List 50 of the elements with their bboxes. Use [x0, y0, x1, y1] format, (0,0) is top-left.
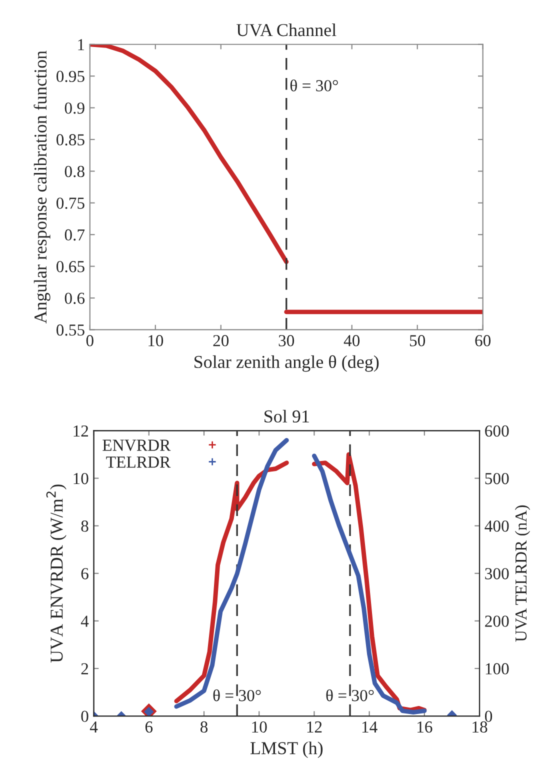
y-tick-label: 0.8 [64, 166, 84, 178]
x-tick-label: 14 [362, 721, 378, 732]
y-tick-label: 2 [81, 663, 88, 674]
x-tick-label: 6 [145, 721, 153, 733]
y-tick-label: 6 [81, 568, 88, 580]
y-tick-label: 0.85 [56, 134, 84, 146]
y2-tick-label: 0 [485, 710, 492, 722]
y-tick-label: 0.65 [56, 261, 84, 272]
y-tick-label: 0.55 [56, 324, 84, 336]
y2-tick-label: 200 [485, 616, 509, 627]
y2-tick-label: 400 [484, 520, 509, 532]
x-tick-label: 18 [472, 721, 488, 733]
x-axis-title: LMST (h) [250, 742, 323, 758]
y-tick-label: 0.9 [64, 102, 84, 114]
y2-tick-label: 600 [485, 425, 509, 437]
x-tick-label: 4 [90, 721, 98, 732]
y-tick-label: 0 [81, 710, 88, 722]
y-tick-label: 0.6 [64, 292, 85, 304]
x-tick-label: 20 [213, 335, 229, 346]
x-tick-label: 12 [307, 721, 322, 732]
y2-tick-label: 500 [485, 472, 509, 484]
y-tick-label: 0.7 [64, 229, 85, 241]
y2-tick-label: 100 [486, 663, 509, 674]
y-axis-title: UVA ENVRDR (W/m$^{2}$) [46, 484, 66, 663]
x-tick-label: 10 [148, 335, 164, 346]
x-axis-title: Solar zenith angle θ (deg) [194, 355, 379, 372]
x-tick-label: 16 [418, 721, 432, 733]
y-tick-label: 4 [80, 616, 89, 627]
legend-label: ENVRDR [102, 440, 171, 451]
x-tick-label: 50 [410, 335, 426, 346]
x-tick-label: 40 [344, 335, 360, 346]
y-tick-label: 0.95 [56, 70, 84, 82]
y-tick-label: 12 [74, 425, 88, 436]
y-axis-title: Angular response calibration function [34, 50, 50, 324]
x-tick-label: 60 [475, 335, 491, 346]
y2-axis-title: UVA TELRDR (nA) [514, 505, 530, 642]
x-tick-label: 8 [200, 721, 208, 733]
y-tick-label: 0.75 [56, 198, 84, 209]
y-tick-label: 8 [81, 520, 88, 532]
ref-line-label: θ = 30° [290, 80, 338, 92]
x-tick-label: 30 [278, 335, 294, 346]
y-tick-label: 10 [74, 472, 88, 484]
chart-title: UVA Channel [236, 24, 336, 36]
y2-tick-label: 300 [485, 568, 509, 580]
y-tick-label: 1 [78, 39, 84, 50]
chart-title: Sol 91 [264, 410, 309, 423]
x-tick-label: 10 [252, 721, 267, 733]
legend-label: TELRDR [106, 456, 171, 468]
annotation: θ = 30° [326, 689, 374, 702]
annotation: θ = 30° [213, 689, 261, 702]
